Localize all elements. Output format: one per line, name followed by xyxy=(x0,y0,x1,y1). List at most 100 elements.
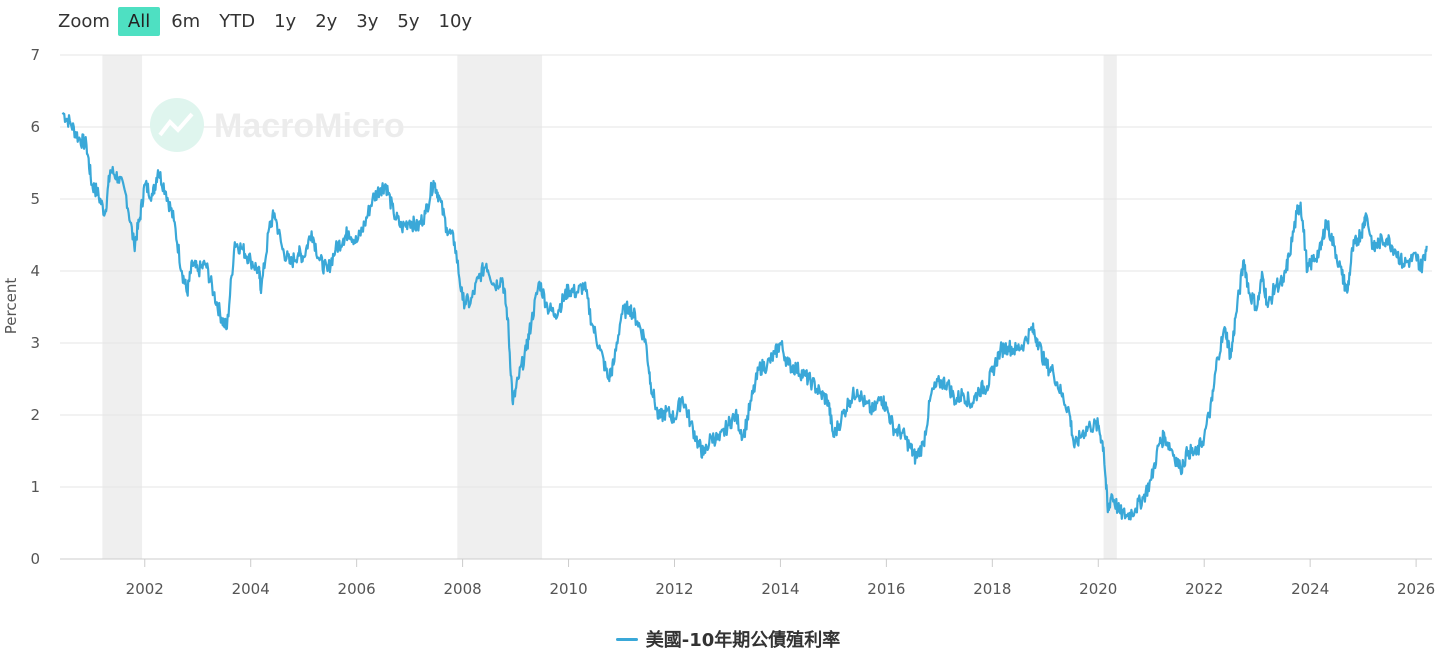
data-point[interactable] xyxy=(1141,496,1145,500)
data-point[interactable] xyxy=(826,399,830,403)
data-point[interactable] xyxy=(1051,370,1055,374)
data-point[interactable] xyxy=(453,240,457,244)
data-point[interactable] xyxy=(900,431,904,435)
data-point[interactable] xyxy=(1149,478,1153,482)
data-point[interactable] xyxy=(1361,226,1365,230)
data-point[interactable] xyxy=(696,442,700,446)
data-point[interactable] xyxy=(1385,237,1389,241)
data-point[interactable] xyxy=(1067,409,1071,413)
data-point[interactable] xyxy=(225,327,229,331)
data-point[interactable] xyxy=(484,262,488,266)
data-point[interactable] xyxy=(665,409,669,413)
data-point[interactable] xyxy=(85,143,89,147)
data-point[interactable] xyxy=(185,291,189,295)
data-point[interactable] xyxy=(233,240,237,244)
data-point[interactable] xyxy=(143,183,147,187)
data-point[interactable] xyxy=(1372,247,1376,251)
data-point[interactable] xyxy=(1080,431,1084,435)
data-point[interactable] xyxy=(392,211,396,215)
data-point[interactable] xyxy=(710,435,714,439)
data-point[interactable] xyxy=(1282,280,1286,284)
data-point[interactable] xyxy=(1356,237,1360,241)
data-point[interactable] xyxy=(1393,247,1397,251)
data-point[interactable] xyxy=(998,348,1002,352)
data-point[interactable] xyxy=(347,229,351,233)
data-point[interactable] xyxy=(432,179,436,183)
zoom-1y-button[interactable]: 1y xyxy=(274,10,297,32)
data-point[interactable] xyxy=(1088,424,1092,428)
data-point[interactable] xyxy=(1096,424,1100,428)
data-point[interactable] xyxy=(477,276,481,280)
data-point[interactable] xyxy=(267,226,271,230)
data-point[interactable] xyxy=(733,413,737,417)
data-point[interactable] xyxy=(492,283,496,287)
data-point[interactable] xyxy=(1306,269,1310,273)
data-point[interactable] xyxy=(1401,262,1405,266)
data-point[interactable] xyxy=(288,262,292,266)
data-point[interactable] xyxy=(628,305,632,309)
data-point[interactable] xyxy=(310,229,314,233)
data-point[interactable] xyxy=(643,337,647,341)
data-point[interactable] xyxy=(1274,283,1278,287)
data-point[interactable] xyxy=(530,319,534,323)
data-point[interactable] xyxy=(839,417,843,421)
data-point[interactable] xyxy=(749,399,753,403)
data-point[interactable] xyxy=(1202,435,1206,439)
data-point[interactable] xyxy=(855,388,859,392)
data-point[interactable] xyxy=(1216,355,1220,359)
data-point[interactable] xyxy=(190,262,194,266)
data-point[interactable] xyxy=(908,445,912,449)
data-point[interactable] xyxy=(1178,467,1182,471)
data-point[interactable] xyxy=(355,240,359,244)
data-point[interactable] xyxy=(1022,341,1026,345)
data-point[interactable] xyxy=(151,193,155,197)
zoom-6m-button[interactable]: 6m xyxy=(171,10,201,32)
data-point[interactable] xyxy=(156,168,160,172)
zoom-ytd-button[interactable]: YTD xyxy=(219,10,256,32)
data-point[interactable] xyxy=(561,298,565,302)
data-point[interactable] xyxy=(953,399,957,403)
data-point[interactable] xyxy=(516,377,520,381)
data-point[interactable] xyxy=(847,399,851,403)
data-point[interactable] xyxy=(990,370,994,374)
data-point[interactable] xyxy=(1419,265,1423,269)
data-point[interactable] xyxy=(1242,258,1246,262)
data-point[interactable] xyxy=(384,183,388,187)
data-point[interactable] xyxy=(718,438,722,442)
data-point[interactable] xyxy=(590,323,594,327)
data-point[interactable] xyxy=(259,287,263,291)
data-point[interactable] xyxy=(1414,255,1418,259)
data-point[interactable] xyxy=(77,136,81,140)
data-point[interactable] xyxy=(108,168,112,172)
data-point[interactable] xyxy=(1255,305,1259,309)
data-point[interactable] xyxy=(461,298,465,302)
data-point[interactable] xyxy=(61,111,65,115)
data-point[interactable] xyxy=(371,197,375,201)
data-point[interactable] xyxy=(1377,240,1381,244)
data-point[interactable] xyxy=(1210,399,1214,403)
data-point[interactable] xyxy=(1229,355,1233,359)
data-point[interactable] xyxy=(1157,442,1161,446)
data-point[interactable] xyxy=(1247,291,1251,295)
data-point[interactable] xyxy=(945,381,949,385)
data-point[interactable] xyxy=(1234,312,1238,316)
data-point[interactable] xyxy=(204,262,208,266)
zoom-2y-button[interactable]: 2y xyxy=(315,10,338,32)
data-point[interactable] xyxy=(103,211,107,215)
data-point[interactable] xyxy=(1295,211,1299,215)
data-point[interactable] xyxy=(341,237,345,241)
data-point[interactable] xyxy=(1035,337,1039,341)
data-point[interactable] xyxy=(506,316,510,320)
data-point[interactable] xyxy=(1106,510,1110,514)
data-point[interactable] xyxy=(1072,445,1076,449)
data-point[interactable] xyxy=(416,226,420,230)
zoom-all-button[interactable]: All xyxy=(117,6,161,36)
data-point[interactable] xyxy=(469,301,473,305)
zoom-3y-button[interactable]: 3y xyxy=(356,10,379,32)
data-point[interactable] xyxy=(649,381,653,385)
data-point[interactable] xyxy=(500,276,504,280)
data-point[interactable] xyxy=(1186,449,1190,453)
data-point[interactable] xyxy=(657,417,661,421)
data-point[interactable] xyxy=(511,402,515,406)
